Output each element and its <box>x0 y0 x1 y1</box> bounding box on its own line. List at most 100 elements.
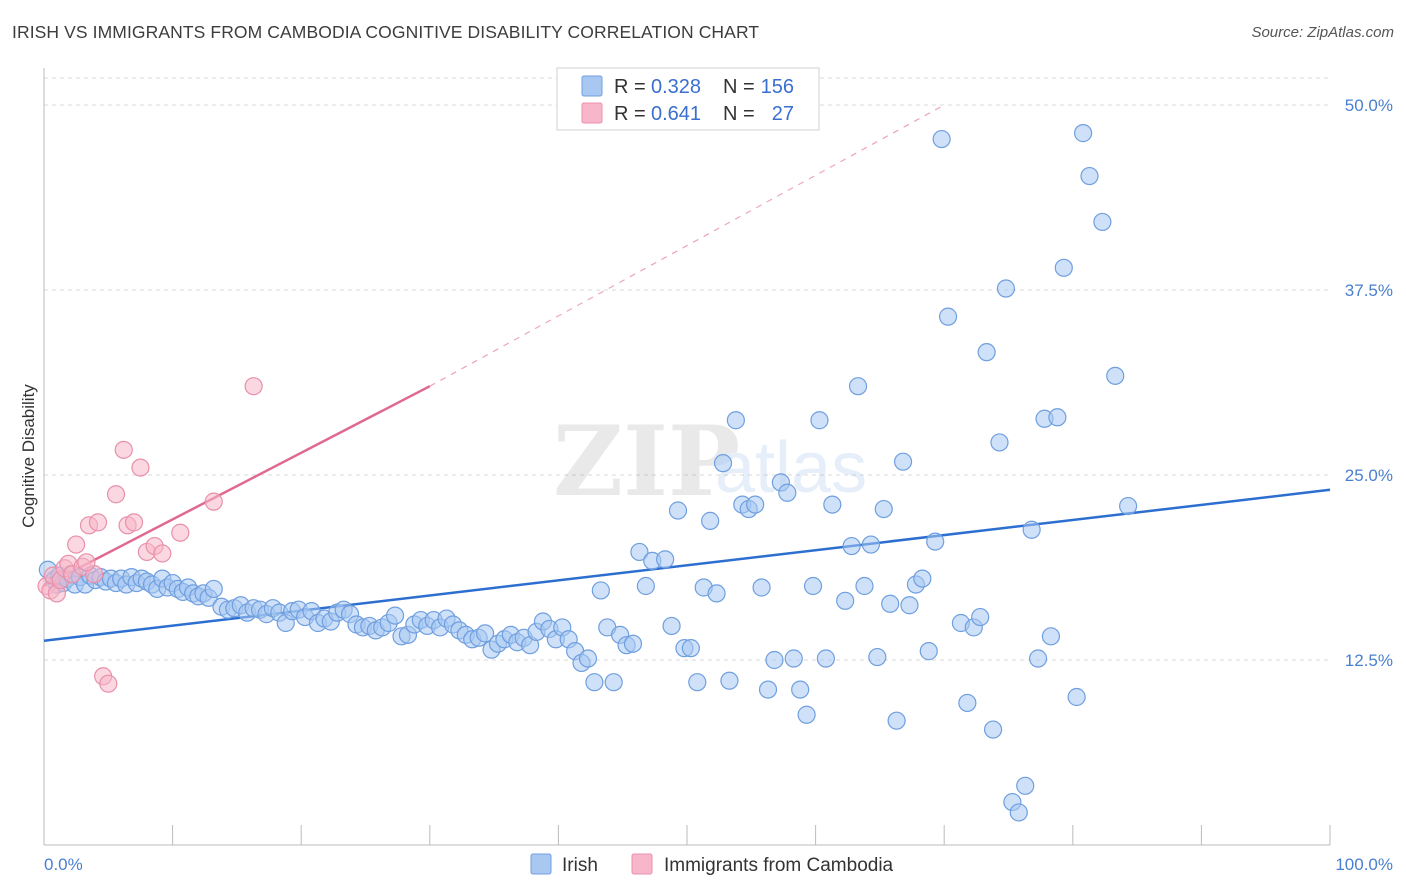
irish-point <box>791 680 810 699</box>
irish-point <box>855 576 874 596</box>
y-tick-label: 50.0% <box>1345 96 1393 115</box>
irish-point <box>1106 366 1125 385</box>
irish-point <box>810 411 829 430</box>
legend-n-value-cambodia: 27 <box>772 103 794 125</box>
legend-n-value-irish: 156 <box>761 76 794 98</box>
irish-point <box>848 377 868 396</box>
tick-layer: 12.5% 25.0% 37.5% 50.0% 0.0% 100.0% <box>44 96 1393 874</box>
irish-point <box>1048 408 1067 427</box>
cambodia-point <box>124 513 144 532</box>
grid-layer <box>44 77 1330 661</box>
irish-point <box>1041 627 1061 646</box>
legend-swatch-cambodia <box>581 102 603 124</box>
y-tick-label: 12.5% <box>1345 651 1393 670</box>
irish-point <box>656 550 675 569</box>
irish-point <box>204 579 223 599</box>
irish-point <box>688 673 707 692</box>
legend-r-label-cambodia: R = <box>614 103 646 125</box>
irish-point <box>958 693 977 713</box>
irish-point <box>836 591 855 610</box>
legend-n-label-cambodia: N = <box>723 103 755 125</box>
irish-point <box>636 576 655 596</box>
irish-point <box>900 596 919 615</box>
irish-point <box>475 624 495 643</box>
irish-point <box>578 649 598 668</box>
irish-point <box>1054 258 1073 277</box>
irish-point <box>1080 166 1099 186</box>
legend-r-label-irish: R = <box>614 76 646 98</box>
cambodia-point <box>114 440 133 459</box>
irish-point <box>913 569 932 588</box>
irish-point <box>668 501 688 520</box>
irish-point <box>881 594 900 613</box>
irish-point <box>591 581 610 600</box>
irish-point <box>887 711 906 730</box>
irish-point <box>1009 803 1028 822</box>
irish-point <box>983 720 1003 739</box>
irish-point <box>681 639 700 658</box>
irish-point <box>926 532 945 551</box>
irish-point <box>1093 212 1112 232</box>
irish-point <box>726 411 745 430</box>
irish-point <box>977 343 996 362</box>
x-tick-label: 100.0% <box>1335 855 1393 874</box>
legend-r-value-cambodia: 0.641 <box>651 103 701 125</box>
irish-point <box>893 452 913 471</box>
cambodia-point <box>77 553 96 572</box>
cambodia-point <box>171 523 190 542</box>
cambodia-trend-extension <box>429 104 945 387</box>
legend-n-label-irish: N = <box>723 76 755 98</box>
cambodia-trend-line <box>43 385 431 588</box>
legend-bottom-swatch-irish <box>530 853 552 875</box>
irish-point <box>797 705 816 724</box>
irish-point <box>874 499 893 519</box>
irish-point <box>662 616 681 636</box>
irish-point <box>1028 649 1048 668</box>
irish-point <box>765 650 784 670</box>
irish-point <box>752 578 771 597</box>
irish-point <box>707 584 726 603</box>
cambodia-point <box>244 377 263 396</box>
cambodia-point <box>99 674 118 693</box>
irish-point <box>868 647 887 667</box>
irish-point <box>803 576 823 596</box>
irish-point <box>778 483 797 502</box>
y-axis-label: Cognitive Disability <box>19 384 38 528</box>
legend-r-value-irish: 0.328 <box>651 76 701 98</box>
points-layer <box>37 124 1138 822</box>
cambodia-point <box>67 535 86 554</box>
irish-point <box>758 680 778 699</box>
irish-point <box>385 606 405 625</box>
cambodia-point <box>204 492 223 511</box>
trend-layer <box>43 104 1331 643</box>
y-tick-label: 37.5% <box>1345 281 1393 300</box>
legend-bottom: Irish Immigrants from Cambodia <box>530 853 894 876</box>
irish-point <box>604 673 623 692</box>
irish-point <box>1118 496 1138 516</box>
cambodia-point <box>88 513 108 532</box>
irish-point <box>746 495 765 514</box>
irish-point <box>720 671 739 690</box>
y-tick-label: 25.0% <box>1345 466 1393 485</box>
irish-point <box>990 433 1009 452</box>
irish-point <box>861 535 880 554</box>
irish-point <box>1067 687 1086 707</box>
legend-bottom-label-cambodia: Immigrants from Cambodia <box>664 855 894 876</box>
cambodia-point <box>153 544 172 563</box>
legend-bottom-swatch-cambodia <box>631 853 653 875</box>
irish-point <box>919 642 938 661</box>
irish-point <box>1022 520 1041 539</box>
legend-bottom-label-irish: Irish <box>562 855 598 876</box>
chart-source: Source: ZipAtlas.com <box>1251 24 1394 41</box>
irish-point <box>1016 776 1035 795</box>
watermark-zip: ZIP <box>553 405 740 518</box>
cambodia-point <box>106 485 126 504</box>
irish-point <box>971 607 990 627</box>
irish-point <box>701 511 720 530</box>
irish-point <box>816 649 835 668</box>
irish-point <box>784 649 803 668</box>
irish-point <box>1073 124 1093 143</box>
irish-point <box>585 673 604 692</box>
irish-point <box>996 279 1016 298</box>
